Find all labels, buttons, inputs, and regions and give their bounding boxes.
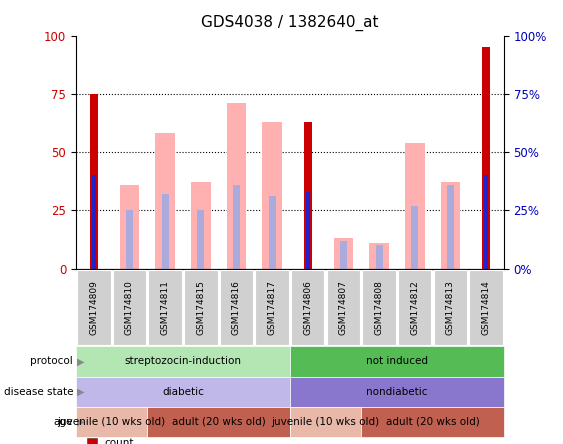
- Text: GSM174816: GSM174816: [232, 280, 241, 335]
- Text: GSM174811: GSM174811: [160, 280, 169, 335]
- Text: GSM174813: GSM174813: [446, 280, 455, 335]
- Bar: [92, 175, 96, 269]
- Text: streptozocin-induction: streptozocin-induction: [124, 357, 242, 366]
- Text: ▶: ▶: [77, 357, 84, 366]
- Text: count: count: [104, 438, 133, 444]
- Text: GSM174807: GSM174807: [339, 280, 348, 335]
- Bar: [306, 192, 310, 269]
- Text: GSM174806: GSM174806: [303, 280, 312, 335]
- Text: GSM174809: GSM174809: [90, 280, 99, 335]
- Bar: [162, 194, 169, 269]
- Bar: [262, 122, 282, 269]
- Text: not induced: not induced: [366, 357, 428, 366]
- Bar: [369, 243, 389, 269]
- Bar: [482, 47, 490, 269]
- Text: adult (20 wks old): adult (20 wks old): [386, 417, 480, 427]
- Bar: [304, 122, 312, 269]
- Text: ▶: ▶: [77, 387, 84, 396]
- Text: GSM174815: GSM174815: [196, 280, 205, 335]
- Text: GSM174812: GSM174812: [410, 280, 419, 335]
- Bar: [405, 143, 425, 269]
- Text: ▶: ▶: [77, 417, 84, 427]
- Text: GSM174817: GSM174817: [267, 280, 276, 335]
- Text: diabetic: diabetic: [162, 387, 204, 396]
- Bar: [227, 103, 246, 269]
- Bar: [411, 206, 418, 269]
- Bar: [233, 185, 240, 269]
- Bar: [269, 196, 276, 269]
- Text: juvenile (10 wks old): juvenile (10 wks old): [271, 417, 379, 427]
- Bar: [340, 241, 347, 269]
- Text: GSM174814: GSM174814: [481, 280, 490, 335]
- Text: disease state: disease state: [4, 387, 73, 396]
- Text: GSM174808: GSM174808: [374, 280, 383, 335]
- Text: protocol: protocol: [30, 357, 73, 366]
- Bar: [484, 175, 488, 269]
- Bar: [334, 238, 353, 269]
- Text: nondiabetic: nondiabetic: [366, 387, 428, 396]
- Bar: [447, 185, 454, 269]
- Bar: [126, 210, 133, 269]
- Bar: [197, 210, 204, 269]
- Bar: [120, 185, 139, 269]
- Bar: [90, 94, 98, 269]
- Text: age: age: [54, 417, 73, 427]
- Bar: [155, 134, 175, 269]
- Text: GSM174810: GSM174810: [125, 280, 134, 335]
- Bar: [376, 246, 383, 269]
- Bar: [191, 182, 211, 269]
- Text: juvenile (10 wks old): juvenile (10 wks old): [57, 417, 166, 427]
- Text: adult (20 wks old): adult (20 wks old): [172, 417, 266, 427]
- Title: GDS4038 / 1382640_at: GDS4038 / 1382640_at: [201, 15, 379, 32]
- Bar: [441, 182, 460, 269]
